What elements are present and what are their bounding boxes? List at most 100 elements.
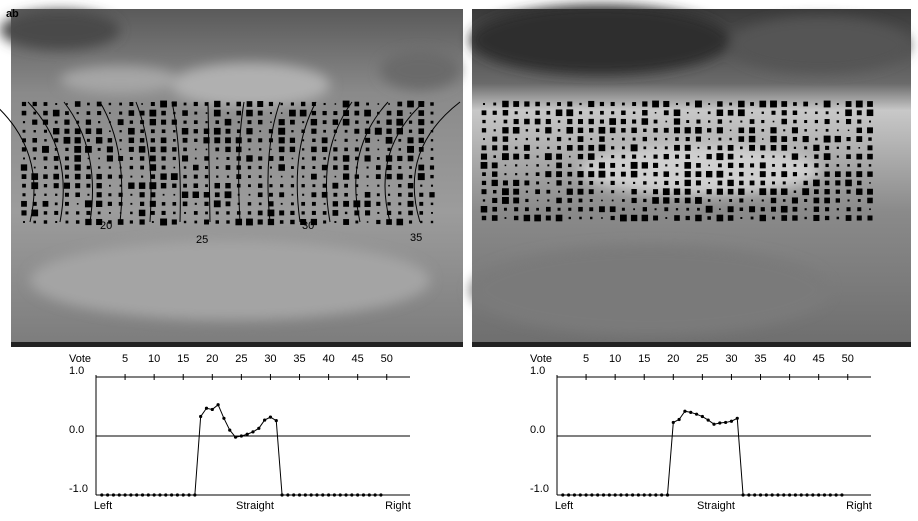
overlay-square [793, 119, 797, 124]
overlay-square [418, 137, 424, 143]
overlay-square [323, 102, 326, 106]
overlay-square [160, 173, 167, 180]
data-point [216, 403, 220, 407]
overlay-square [141, 175, 144, 178]
x-range-label: Straight [236, 500, 274, 512]
overlay-square [643, 181, 647, 185]
overlay-square [173, 139, 176, 142]
overlay-square [172, 147, 177, 152]
overlay-square [65, 220, 69, 224]
overlay-square [481, 180, 487, 186]
overlay-square [332, 119, 339, 125]
overlay-square [376, 120, 380, 124]
data-point [286, 493, 290, 497]
overlay-square [567, 171, 573, 177]
overlay-square [302, 157, 305, 160]
overlay-square [804, 111, 807, 114]
data-point [268, 415, 273, 419]
data-point [332, 493, 337, 497]
data-point [257, 426, 261, 430]
overlay-square [85, 218, 92, 226]
overlay-square [55, 221, 58, 223]
overlay-square [772, 155, 775, 158]
overlay-square [398, 211, 402, 215]
overlay-square [480, 153, 488, 160]
overlay-square [867, 171, 873, 177]
overlay-square [53, 173, 60, 180]
overlay-square [566, 127, 574, 134]
overlay-square [54, 165, 59, 170]
overlay-square [857, 207, 862, 212]
overlay-square [311, 101, 316, 107]
photo-edge [472, 342, 911, 347]
overlay-square [686, 102, 690, 106]
overlay-square [770, 145, 777, 151]
overlay-square [226, 175, 230, 178]
overlay-square [396, 118, 404, 126]
overlay-square [534, 118, 541, 125]
overlay-square [783, 155, 786, 158]
overlay-square [501, 197, 509, 204]
overlay-square [483, 138, 485, 141]
overlay-square [226, 111, 230, 115]
overlay-square [632, 154, 637, 159]
overlay-square [64, 192, 69, 197]
overlay-square [675, 181, 679, 185]
overlay-square [653, 162, 659, 168]
overlay-square [43, 110, 48, 116]
overlay-square [823, 135, 831, 143]
overlay-square [385, 155, 393, 162]
overlay-square [760, 145, 766, 151]
overlay-square [717, 145, 723, 151]
overlay-square [21, 174, 27, 179]
photo-b [470, 5, 911, 347]
data-point [572, 493, 577, 497]
overlay-square [171, 101, 177, 107]
overlay-square [547, 146, 550, 149]
overlay-square [588, 100, 595, 108]
overlay-square [836, 146, 839, 149]
overlay-square [408, 220, 413, 224]
overlay-square [397, 192, 402, 197]
overlay-square [493, 129, 496, 132]
overlay-square [665, 217, 668, 219]
data-point [379, 493, 383, 497]
overlay-square [430, 102, 434, 106]
x-axis-label: Vote [530, 353, 552, 365]
overlay-square [84, 200, 92, 208]
overlay-square [697, 111, 700, 114]
overlay-square [289, 109, 296, 117]
overlay-square [75, 220, 80, 224]
overlay-square [130, 211, 133, 215]
overlay-square [738, 127, 745, 134]
overlay-square [793, 102, 797, 106]
overlay-square [268, 101, 274, 107]
overlay-square [257, 110, 263, 116]
overlay-square [857, 199, 861, 202]
overlay-square [492, 189, 497, 194]
overlay-square [267, 218, 275, 226]
overlay-square [108, 193, 112, 197]
overlay-square [739, 180, 744, 186]
overlay-square [513, 215, 519, 221]
overlay-square [109, 130, 111, 133]
overlay-square [867, 101, 873, 107]
data-point [561, 493, 565, 497]
overlay-square [856, 136, 863, 143]
overlay-square [184, 211, 187, 214]
overlay-square [332, 182, 339, 189]
overlay-square [631, 127, 637, 134]
overlay-square [333, 129, 337, 133]
overlay-square [43, 156, 48, 161]
overlay-square [333, 147, 338, 152]
overlay-square [43, 102, 48, 106]
overlay-square [213, 127, 221, 135]
overlay-square [869, 208, 871, 211]
overlay-square [846, 154, 851, 159]
overlay-square [311, 210, 316, 215]
overlay-square [578, 206, 583, 212]
overlay-square [502, 153, 509, 161]
overlay-square [108, 211, 111, 214]
overlay-square [364, 191, 371, 198]
overlay-square [845, 171, 852, 177]
